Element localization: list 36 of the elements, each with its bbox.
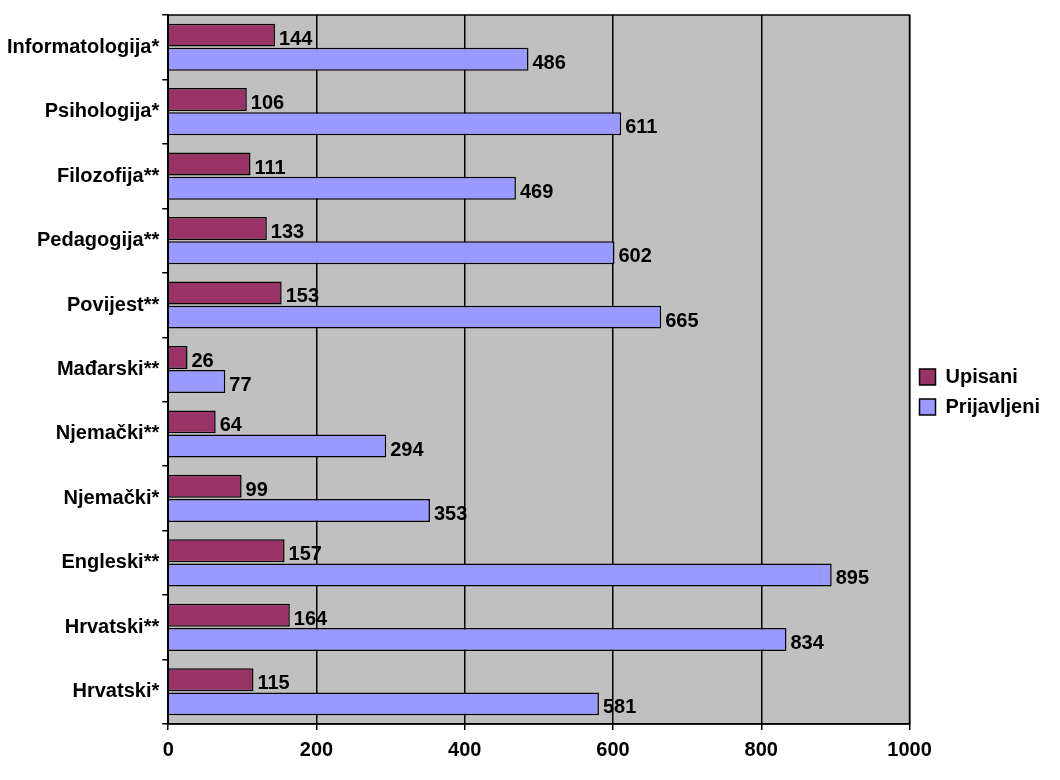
data-label: 64 bbox=[219, 413, 243, 436]
x-tick-label: 200 bbox=[299, 737, 334, 760]
data-label: 486 bbox=[532, 50, 566, 73]
y-tick-label: Filozofija** bbox=[56, 163, 160, 186]
y-tick-label: Povijest** bbox=[66, 292, 160, 315]
y-tick-label: Mađarski** bbox=[56, 357, 160, 380]
data-label: 111 bbox=[254, 155, 286, 178]
data-label: 99 bbox=[245, 477, 268, 500]
y-tick-label: Pedagogija** bbox=[36, 228, 160, 251]
x-tick-label: 600 bbox=[596, 737, 630, 760]
legend-label: Upisani bbox=[945, 364, 1018, 387]
data-label: 26 bbox=[191, 348, 214, 371]
y-tick-label: Hrvatski* bbox=[72, 679, 160, 702]
y-tick-label: Psihologija* bbox=[44, 99, 160, 122]
data-label: 133 bbox=[270, 220, 305, 243]
y-tick-label: Njemački* bbox=[63, 485, 160, 508]
data-label: 294 bbox=[390, 437, 425, 460]
y-tick-label: Hrvatski** bbox=[64, 614, 160, 637]
x-tick-label: 800 bbox=[744, 737, 778, 760]
y-tick-label: Engleski** bbox=[61, 550, 160, 573]
x-tick-label: 0 bbox=[162, 737, 174, 760]
data-label: 115 bbox=[257, 671, 290, 694]
y-tick-label: Njemački** bbox=[55, 421, 160, 444]
legend-label: Prijavljeni bbox=[945, 394, 1041, 417]
data-label: 144 bbox=[278, 26, 314, 49]
x-tick-label: 400 bbox=[448, 737, 482, 760]
data-label: 77 bbox=[229, 373, 252, 396]
y-tick-label: Informatologija* bbox=[6, 34, 160, 57]
x-tick-label: 1000 bbox=[887, 737, 932, 760]
data-label: 602 bbox=[618, 244, 652, 267]
data-label: 895 bbox=[835, 566, 870, 589]
data-label: 106 bbox=[250, 91, 285, 114]
data-label: 834 bbox=[790, 630, 825, 653]
data-label: 611 bbox=[625, 115, 658, 138]
data-label: 469 bbox=[519, 179, 554, 202]
data-label: 665 bbox=[665, 308, 699, 331]
